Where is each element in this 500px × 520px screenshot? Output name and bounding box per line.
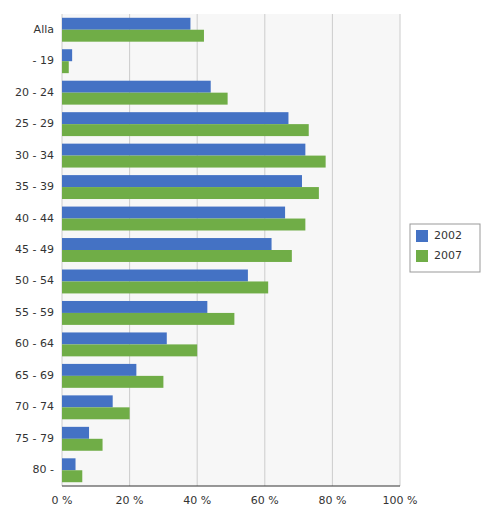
chart: 0 % 20 % 40 % 60 % 80 % 100 % Alla - 19 20 - 24 2… [0,0,500,520]
category-label: 20 - 24 [15,86,54,99]
bar [62,187,319,199]
category-label: 60 - 64 [15,337,54,350]
bar [62,144,305,156]
tick-label: 0 % [52,494,73,507]
bar [62,81,211,93]
bar [62,301,207,313]
bar [62,364,136,376]
bar [62,207,285,219]
bar [62,18,190,30]
tick-label: 100 % [383,494,418,507]
bar [62,156,326,168]
legend-swatch [416,250,428,262]
grid-line [400,14,401,486]
category-label: 50 - 54 [15,274,54,287]
legend-label: 2002 [434,229,462,242]
bar [62,458,76,470]
category-label: 25 - 29 [15,117,54,130]
bar [62,395,113,407]
bar [62,470,82,482]
bars [62,18,326,482]
grid [62,14,400,486]
bar [62,439,103,451]
category-label: Alla [34,23,54,36]
legend-swatch [416,230,428,242]
bar [62,376,163,388]
category-label: 35 - 39 [15,180,54,193]
category-label: 65 - 69 [15,369,54,382]
bar [62,281,268,293]
bar [62,344,197,356]
bar [62,93,228,105]
category-label: 40 - 44 [15,212,54,225]
grid-line [332,14,333,486]
bar [62,49,72,61]
category-label: 45 - 49 [15,243,54,256]
bar [62,332,167,344]
x-axis: 0 % 20 % 40 % 60 % 80 % 100 % [52,494,418,507]
bar [62,61,69,73]
bar [62,313,234,325]
legend: 2002 2007 [410,224,480,272]
y-axis: Alla - 19 20 - 24 25 - 29 30 - 34 35 - 39 40 -… [15,23,54,477]
bar [62,175,302,187]
tick-label: 60 % [251,494,279,507]
category-label: 55 - 59 [15,306,54,319]
category-label: 30 - 34 [15,149,54,162]
bar [62,219,305,231]
bar [62,30,204,42]
plot-area [62,14,400,486]
bar [62,270,248,282]
bar [62,407,130,419]
bar [62,427,89,439]
bar [62,250,292,262]
category-label: 75 - 79 [15,432,54,445]
tick-label: 40 % [183,494,211,507]
category-label: 70 - 74 [15,400,54,413]
category-label: 80 - [33,463,54,476]
bar [62,112,288,124]
bar [62,124,309,136]
tick-label: 80 % [318,494,346,507]
tick-label: 20 % [116,494,144,507]
category-label: - 19 [33,54,54,67]
axis-line [62,486,400,487]
bar [62,238,272,250]
legend-label: 2007 [434,249,462,262]
legend-box [410,224,480,272]
